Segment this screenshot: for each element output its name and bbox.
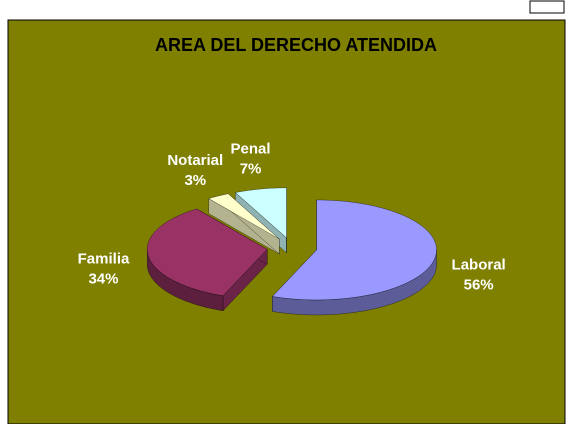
slice-label: Notarial bbox=[167, 152, 223, 169]
slice-value-label: 56% bbox=[464, 277, 494, 294]
corner-box bbox=[529, 0, 565, 14]
slice-value-label: 7% bbox=[240, 160, 262, 177]
slice bbox=[208, 193, 280, 240]
slice-value-label: 34% bbox=[88, 271, 118, 288]
pie bbox=[147, 187, 437, 316]
slice-label: Familia bbox=[78, 251, 130, 268]
slice bbox=[272, 199, 437, 301]
slice-value-label: 3% bbox=[184, 172, 206, 189]
slice bbox=[235, 187, 287, 239]
slice-label: Penal bbox=[231, 140, 271, 157]
slice-label: Laboral bbox=[452, 257, 506, 274]
slice bbox=[147, 208, 268, 296]
chart-title: AREA DEL DERECHO ATENDIDA bbox=[155, 35, 437, 55]
